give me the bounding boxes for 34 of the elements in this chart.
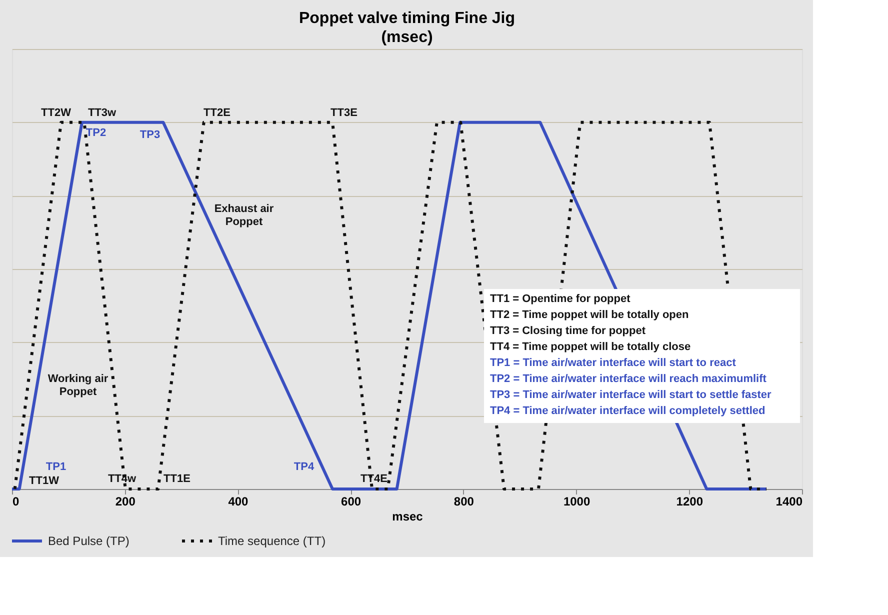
annotation: TT4w <box>108 473 136 485</box>
x-tick-label: 400 <box>228 494 249 508</box>
annotation: TT4 = Time poppet will be totally close <box>490 341 691 353</box>
annotation: TP1 = Time air/water interface will start to react <box>490 357 736 369</box>
legend-label: Bed Pulse (TP) <box>48 534 130 548</box>
annotation: Exhaust air Poppet <box>214 203 274 228</box>
legend-label: Time sequence (TT) <box>218 534 326 548</box>
text: TT2W <box>41 107 72 119</box>
annotation: TP1 <box>46 461 66 473</box>
x-tick-label: 1400 <box>776 494 803 508</box>
annotation: TT1E <box>164 473 190 485</box>
annotation: TP4 = Time air/water interface will completely settled <box>490 405 766 417</box>
x-tick-label: 800 <box>454 494 474 508</box>
x-tick-label: 600 <box>341 494 362 508</box>
x-tick-label: 1000 <box>563 494 590 508</box>
annotation: TP3 = Time air/water interface will start to settle faster <box>490 389 772 401</box>
annotation: Working air Poppet <box>48 373 109 398</box>
annotation: TT1 = Opentime for poppet <box>490 293 631 305</box>
annotation: TT2 = Time poppet will be totally open <box>490 309 690 321</box>
text: TT2E <box>204 107 230 119</box>
annotation: TP3 <box>140 129 160 141</box>
x-tick-label: 1200 <box>676 494 704 508</box>
chart-subtitle: (msec) <box>381 29 433 46</box>
chart-title: Poppet valve timing Fine Jig <box>298 10 516 27</box>
annotation: TP2 <box>86 127 106 139</box>
x-tick-label: 0 <box>12 494 20 508</box>
x-tick-label: 200 <box>115 494 136 508</box>
text: TT3w <box>88 107 116 119</box>
annotation: TT3 = Closing time for poppet <box>490 325 646 337</box>
annotation: TP2 = Time air/water interface will reach maximumlift <box>490 373 767 385</box>
annotation: TT1W <box>29 475 60 487</box>
annotation: TP4 <box>294 461 315 473</box>
text: TT3E <box>330 107 358 119</box>
x-axis-title: msec <box>392 510 424 524</box>
